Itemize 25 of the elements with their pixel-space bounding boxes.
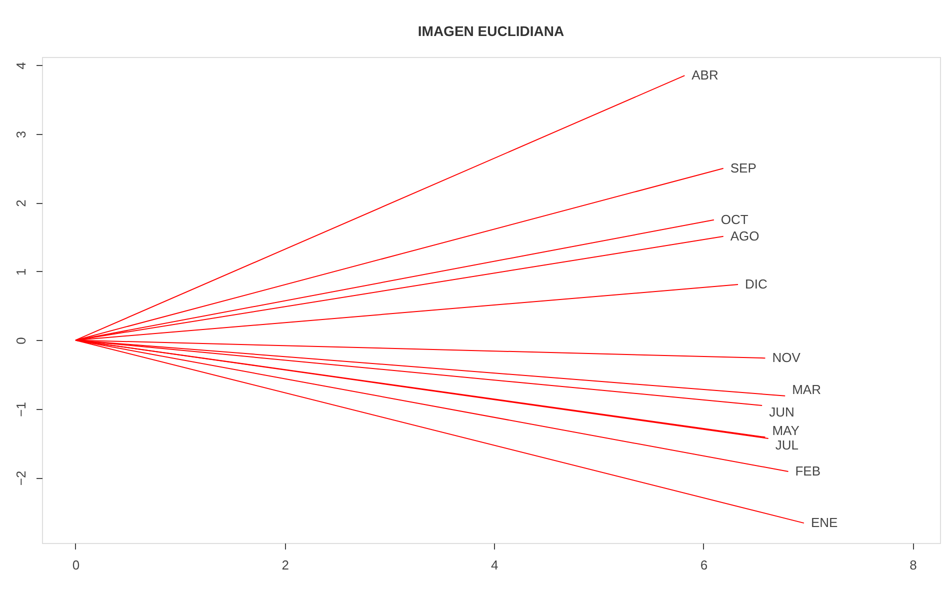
x-tick-label: 0 — [72, 558, 80, 572]
y-tick-label: −1 — [14, 402, 28, 417]
series-label: MAR — [792, 382, 821, 397]
series-label: ENE — [810, 515, 838, 530]
series-label: SEP — [730, 160, 756, 176]
chart-title: IMAGEN EUCLIDIANA — [418, 23, 564, 39]
y-tick-label: 4 — [14, 62, 28, 70]
series-label: FEB — [795, 464, 821, 479]
x-tick-label: 6 — [700, 558, 708, 572]
y-tick-label: 2 — [14, 200, 28, 207]
y-tick-label: 1 — [14, 268, 28, 276]
series-label: JUL — [775, 438, 798, 453]
y-tick-label: 3 — [14, 130, 28, 138]
series-label: NOV — [772, 350, 801, 366]
series-label: MAY — [772, 423, 800, 438]
series-label: ABR — [692, 68, 718, 83]
series-label: AGO — [730, 228, 760, 244]
series-label: OCT — [720, 212, 748, 227]
y-tick-label: −2 — [14, 470, 28, 486]
series-label: JUN — [769, 404, 794, 420]
x-tick-label: 2 — [282, 558, 289, 572]
x-tick-label: 8 — [910, 558, 917, 572]
y-tick-label: 0 — [14, 337, 28, 344]
x-tick-label: 4 — [491, 558, 498, 572]
series-label: DIC — [745, 276, 768, 292]
